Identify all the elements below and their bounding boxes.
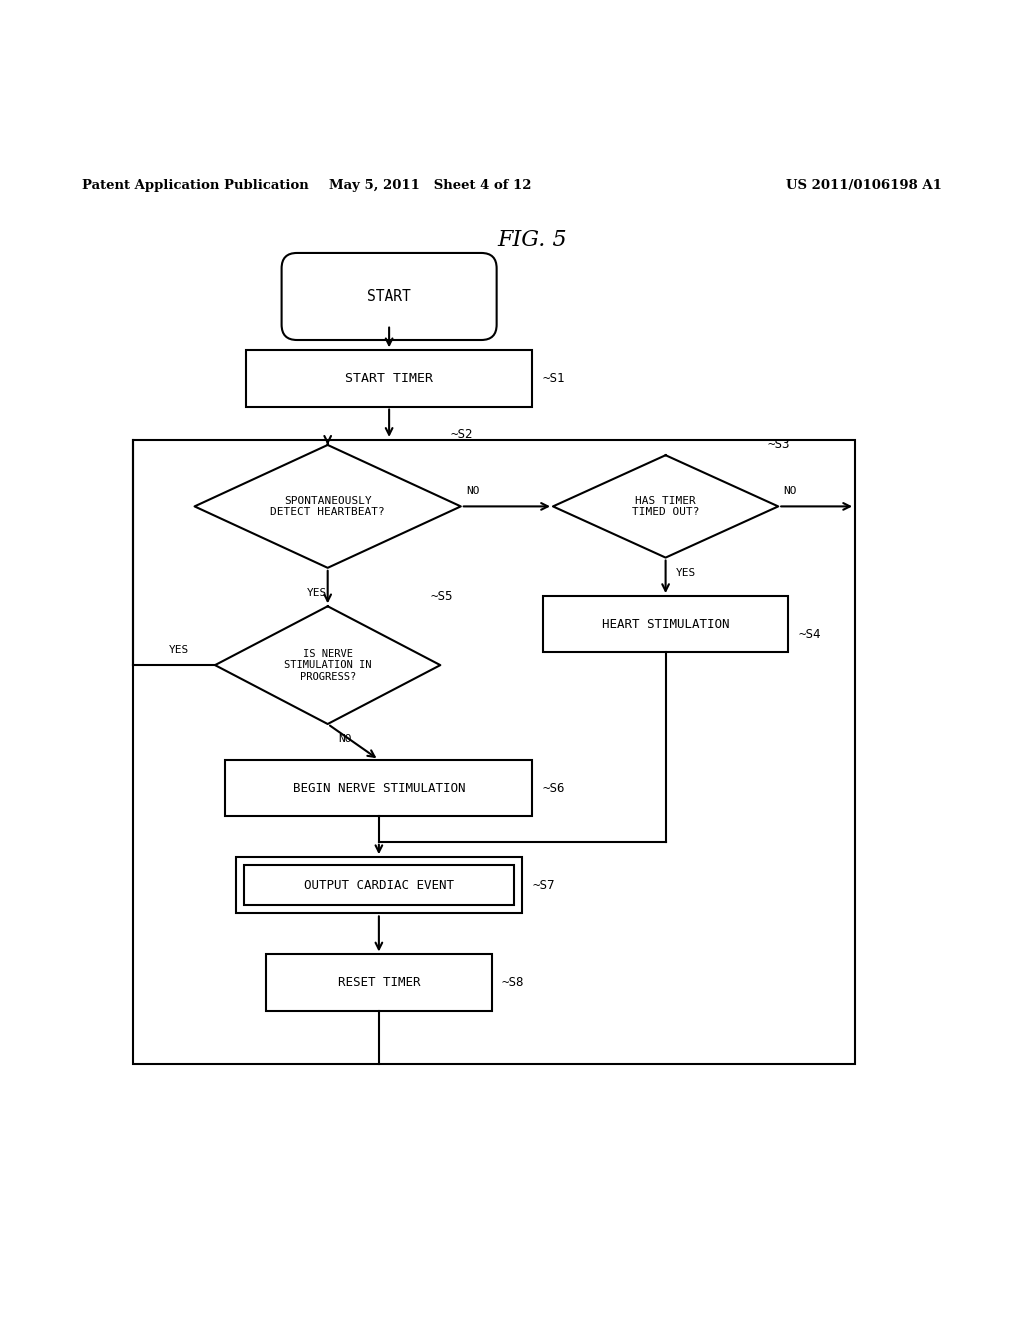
Text: START: START bbox=[368, 289, 411, 304]
Text: HEART STIMULATION: HEART STIMULATION bbox=[602, 618, 729, 631]
Text: US 2011/0106198 A1: US 2011/0106198 A1 bbox=[786, 180, 942, 193]
Text: YES: YES bbox=[169, 645, 189, 655]
Bar bbox=[543, 597, 788, 652]
Text: HAS TIMER
TIMED OUT?: HAS TIMER TIMED OUT? bbox=[632, 495, 699, 517]
Text: ~S3: ~S3 bbox=[768, 438, 791, 451]
Bar bbox=[266, 954, 492, 1011]
Text: YES: YES bbox=[307, 589, 328, 598]
Text: NO: NO bbox=[338, 734, 351, 744]
Text: ~S1: ~S1 bbox=[543, 372, 565, 385]
Text: START TIMER: START TIMER bbox=[345, 372, 433, 385]
Text: ~S6: ~S6 bbox=[543, 781, 565, 795]
Text: BEGIN NERVE STIMULATION: BEGIN NERVE STIMULATION bbox=[293, 781, 465, 795]
Text: IS NERVE
STIMULATION IN
PROGRESS?: IS NERVE STIMULATION IN PROGRESS? bbox=[284, 648, 372, 681]
Bar bbox=[244, 866, 514, 906]
Text: NO: NO bbox=[783, 486, 797, 496]
Text: RESET TIMER: RESET TIMER bbox=[338, 975, 420, 989]
Text: ~S2: ~S2 bbox=[451, 428, 473, 441]
Text: Patent Application Publication: Patent Application Publication bbox=[82, 180, 308, 193]
FancyBboxPatch shape bbox=[282, 253, 497, 341]
Text: ~S7: ~S7 bbox=[532, 879, 555, 892]
Text: NO: NO bbox=[466, 486, 479, 496]
Text: OUTPUT CARDIAC EVENT: OUTPUT CARDIAC EVENT bbox=[304, 879, 454, 892]
Text: SPONTANEOUSLY
DETECT HEARTBEAT?: SPONTANEOUSLY DETECT HEARTBEAT? bbox=[270, 495, 385, 517]
Text: ~S5: ~S5 bbox=[430, 590, 453, 602]
Text: FIG. 5: FIG. 5 bbox=[498, 230, 567, 251]
Bar bbox=[246, 350, 532, 407]
Bar bbox=[236, 857, 522, 913]
Bar bbox=[133, 440, 855, 1064]
Text: ~S4: ~S4 bbox=[799, 628, 821, 642]
Text: May 5, 2011   Sheet 4 of 12: May 5, 2011 Sheet 4 of 12 bbox=[329, 180, 531, 193]
Text: YES: YES bbox=[676, 568, 696, 578]
Text: ~S8: ~S8 bbox=[502, 975, 524, 989]
Bar bbox=[225, 760, 532, 816]
